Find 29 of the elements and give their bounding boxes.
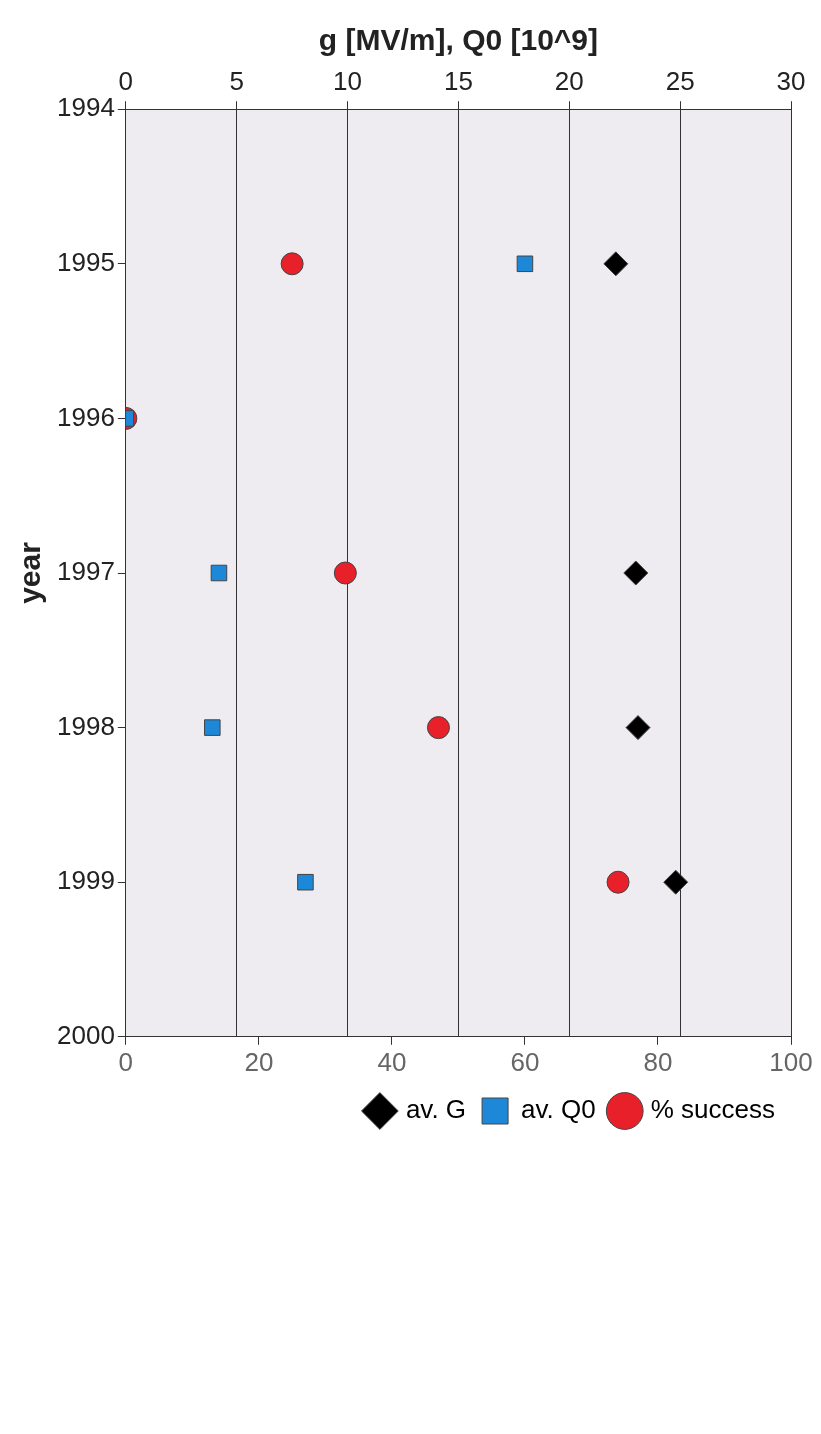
y-tick-label: 1997 [57, 556, 115, 587]
x-tick-label: 0 [118, 1046, 134, 1077]
legend-label: av. G [405, 1094, 467, 1125]
x-tick-label: 100 [769, 1046, 813, 1077]
x2-tick-label: 0 [118, 65, 134, 96]
y-tick-label: 1996 [57, 401, 115, 432]
x2-tick-label: 5 [229, 65, 244, 96]
point [280, 252, 304, 276]
x-tick-label: 40 [377, 1046, 407, 1077]
x-tick-label: 60 [510, 1046, 540, 1077]
y-tick-label: 1994 [57, 92, 115, 123]
x2-tick-label: 20 [554, 65, 584, 96]
y-tick-label: 1995 [57, 246, 115, 277]
legend-label: av. Q0 [521, 1094, 596, 1125]
point [606, 870, 630, 894]
legend-label: % success [650, 1094, 775, 1125]
y-tick-label: 2000 [57, 1019, 115, 1050]
x2-tick-label: 10 [333, 65, 363, 96]
y-axis-title: year [13, 541, 47, 604]
x-tick-label: 80 [643, 1046, 673, 1077]
y-tick-label: 1999 [57, 865, 115, 896]
point [333, 561, 357, 585]
x2-tick-label: 25 [665, 65, 695, 96]
x2-tick-label: 15 [443, 65, 473, 96]
x2-axis-title: g [MV/m], Q0 [10^9] [318, 23, 599, 57]
x2-tick-label: 30 [776, 65, 806, 96]
y-tick-label: 1998 [57, 710, 115, 741]
point [426, 716, 450, 740]
x-tick-label: 20 [244, 1046, 274, 1077]
